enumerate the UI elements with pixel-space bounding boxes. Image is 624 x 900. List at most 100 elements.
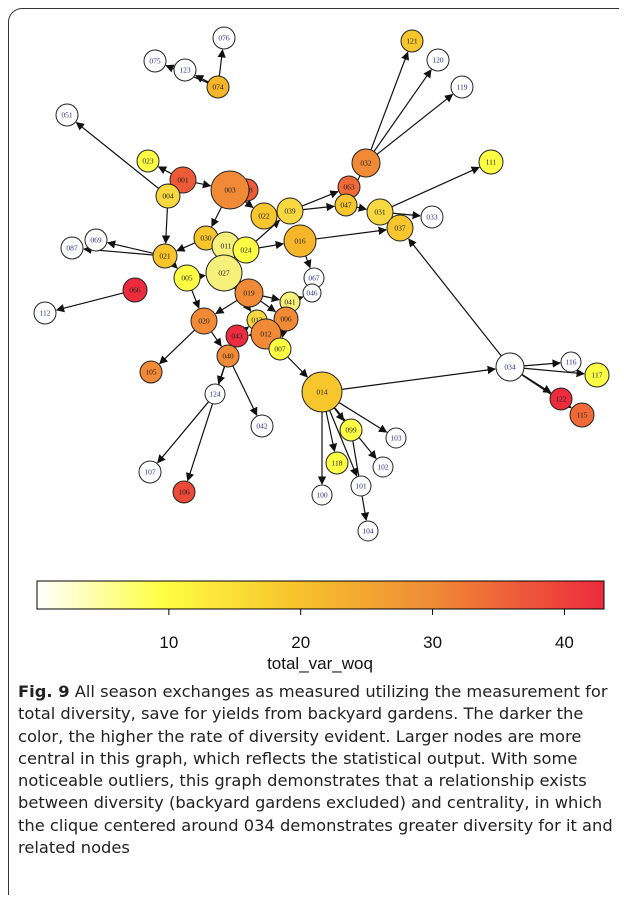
- node-121: 121: [400, 29, 424, 53]
- node-042: 042: [250, 414, 274, 438]
- node-034: 034: [495, 352, 525, 382]
- node-116: 116: [560, 351, 582, 373]
- edge-014-099: [333, 407, 345, 422]
- node-103: 103: [385, 427, 407, 449]
- edge-004-021: [161, 207, 171, 244]
- node-label: 006: [280, 315, 292, 324]
- node-101: 101: [350, 475, 372, 497]
- node-001: 001: [169, 166, 197, 194]
- node-label: 014: [316, 388, 328, 397]
- node-circle: [155, 183, 181, 209]
- edge-041-046: [294, 295, 304, 304]
- node-circle: [372, 456, 394, 478]
- node-102: 102: [372, 456, 394, 478]
- edge-016-037: [315, 226, 387, 240]
- node-label: 031: [374, 208, 386, 217]
- node-label: 121: [406, 37, 418, 46]
- graph-edges: [55, 49, 585, 521]
- edge-032-121: [370, 51, 410, 151]
- node-circle: [84, 228, 108, 252]
- node-020: 020: [190, 307, 218, 335]
- node-circle: [143, 49, 167, 73]
- node-circle: [169, 166, 197, 194]
- node-circle: [55, 103, 79, 127]
- node-122: 122: [549, 387, 573, 411]
- edge-034-037: [408, 238, 502, 357]
- node-circle: [172, 480, 196, 504]
- node-043: 043: [225, 324, 249, 348]
- edge-039-063: [301, 190, 339, 207]
- node-007: 007: [268, 337, 292, 361]
- edge-066-112: [55, 292, 124, 313]
- node-circle: [549, 387, 573, 411]
- edge-031-111: [391, 166, 480, 208]
- edge-034-117: [523, 367, 585, 378]
- node-105: 105: [139, 360, 163, 384]
- edge-024-016: [258, 240, 285, 250]
- edge-014-118: [325, 411, 338, 453]
- node-label: 101: [355, 482, 367, 491]
- node-003: 003: [210, 170, 250, 210]
- node-circle: [204, 383, 226, 405]
- colorbar-tick-label: 10: [159, 633, 178, 652]
- node-circle: [569, 402, 595, 428]
- node-033: 033: [420, 205, 444, 229]
- node-circle: [450, 75, 474, 99]
- node-021: 021: [152, 243, 178, 269]
- node-label: 115: [577, 411, 588, 420]
- node-label: 118: [332, 459, 343, 468]
- edge-032-119: [376, 93, 454, 155]
- node-005: 005: [173, 264, 201, 292]
- node-022: 022: [250, 202, 278, 230]
- node-label: 119: [457, 83, 468, 92]
- node-087: 087: [60, 236, 84, 260]
- node-circle: [33, 301, 57, 325]
- edge-004-051: [75, 121, 160, 189]
- node-099: 099: [339, 418, 363, 442]
- edge-003-022: [244, 199, 254, 209]
- node-circle: [122, 277, 148, 303]
- node-circle: [232, 236, 260, 264]
- edge-074-123: [194, 74, 209, 83]
- node-circle: [560, 351, 582, 373]
- edge-001-023: [157, 166, 172, 175]
- node-circle: [351, 148, 381, 178]
- node-circle: [152, 243, 178, 269]
- node-120: 120: [426, 48, 450, 72]
- node-006: 006: [273, 306, 299, 332]
- node-circle: [216, 344, 240, 368]
- node-label: 069: [90, 236, 102, 245]
- node-label: 043: [231, 332, 243, 341]
- node-label: 024: [240, 246, 252, 255]
- figure-frame: [8, 8, 619, 895]
- node-004: 004: [155, 183, 181, 209]
- node-circle: [495, 352, 525, 382]
- edge-021-005: [168, 259, 178, 269]
- node-circle: [206, 75, 230, 99]
- node-label: 001: [177, 176, 189, 185]
- node-label: 066: [129, 286, 141, 295]
- node-circle: [136, 149, 160, 173]
- node-label: 124: [209, 390, 221, 399]
- node-label: 016: [294, 237, 306, 246]
- node-027: 027: [205, 254, 243, 292]
- edge-005-020: [191, 289, 200, 309]
- node-circle: [234, 278, 264, 308]
- node-circle: [334, 193, 358, 217]
- colorbar-ticks: 10 20 30 40: [159, 609, 574, 652]
- node-label: 117: [592, 371, 603, 380]
- node-circle: [250, 414, 274, 438]
- edge-030-021: [176, 242, 196, 252]
- node-014: 014: [301, 371, 343, 413]
- node-label: 023: [142, 157, 154, 166]
- node-circle: [325, 451, 349, 475]
- node-label: 075: [149, 57, 161, 66]
- node-circle: [250, 202, 278, 230]
- node-023: 023: [136, 149, 160, 173]
- edge-032-120: [373, 69, 432, 152]
- node-label: 020: [198, 317, 210, 326]
- node-circle: [212, 26, 236, 50]
- node-024: 024: [232, 236, 260, 264]
- node-circle: [205, 254, 243, 292]
- edge-020-105: [159, 329, 196, 365]
